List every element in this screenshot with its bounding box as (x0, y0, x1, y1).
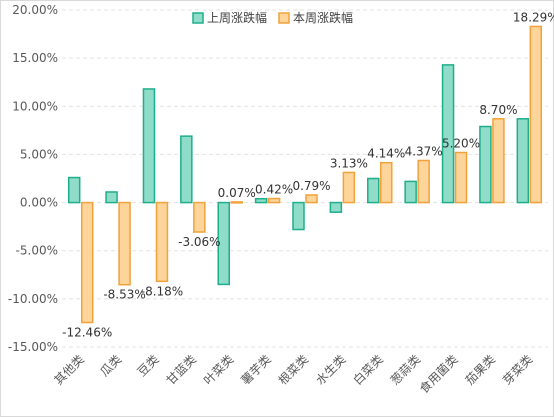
y-tick-label: 5.00% (20, 147, 58, 161)
bar-last-week-6 (292, 201, 305, 231)
bar-last-week-11 (479, 125, 492, 204)
bar-last-week-1 (105, 191, 118, 204)
data-label: 5.20% (442, 137, 480, 151)
legend: 上周涨跌幅 本周涨跌幅 (192, 10, 353, 25)
data-label: -12.46% (62, 326, 112, 340)
data-label: -8.53% (103, 288, 145, 302)
data-labels: -12.46% -8.53%-8.18% -3.06% 0.07% 0.42% 0.79%… (62, 10, 554, 339)
bar-this-week-1 (118, 201, 131, 286)
bar-this-week-5 (267, 197, 281, 204)
y-tick-label: 20.00% (12, 3, 58, 17)
data-label: 3.13% (330, 156, 368, 170)
legend-swatch (278, 12, 290, 24)
legend-label: 上周涨跌幅 (207, 10, 267, 25)
data-label: 0.07% (218, 186, 256, 200)
bar-this-week-0 (80, 201, 94, 324)
data-label: 0.79% (292, 179, 330, 193)
bar-last-week-5 (254, 197, 268, 204)
bar-last-week-3 (180, 135, 193, 204)
bar-last-week-8 (367, 177, 380, 204)
bar-last-week-2 (142, 88, 156, 204)
y-tick-label: -10.00% (8, 292, 58, 306)
bar-last-week-9 (404, 180, 417, 204)
bar-this-week-10 (454, 151, 468, 204)
bar-this-week-2 (155, 201, 169, 283)
bar-this-week-9 (417, 159, 430, 204)
y-tick-label: -5.00% (16, 244, 58, 258)
data-label: 4.14% (367, 147, 405, 161)
bars (67, 25, 543, 324)
bar-this-week-12 (529, 25, 543, 204)
y-tick-label: -15.00% (8, 340, 58, 354)
bar-last-week-10 (441, 64, 455, 204)
bar-this-week-7 (342, 171, 356, 204)
data-label: 18.29% (513, 10, 554, 24)
bar-this-week-3 (193, 201, 206, 233)
y-tick-label: 0.00% (20, 196, 58, 210)
data-label: -3.06% (178, 235, 220, 249)
legend-swatch (192, 12, 204, 24)
bar-this-week-4 (230, 201, 243, 204)
bar-this-week-11 (492, 118, 505, 204)
bar-this-week-8 (380, 161, 393, 204)
bar-this-week-6 (305, 194, 318, 204)
bar-last-week-0 (67, 176, 81, 204)
legend-label: 本周涨跌幅 (293, 10, 353, 25)
y-tick-label: 15.00% (12, 51, 58, 65)
data-label: -8.18% (141, 284, 183, 298)
data-label: 8.70% (479, 103, 517, 117)
y-tick-label: 10.00% (12, 99, 58, 113)
bar-last-week-4 (217, 201, 230, 286)
bar-last-week-12 (516, 118, 530, 204)
data-label: 4.37% (405, 144, 443, 158)
data-label: 0.42% (255, 183, 293, 197)
bar-last-week-7 (329, 201, 343, 213)
y-axis-ticks: 20.00% 15.00% 10.00% 5.00% 0.00% -5.00% -10.00… (8, 3, 58, 354)
